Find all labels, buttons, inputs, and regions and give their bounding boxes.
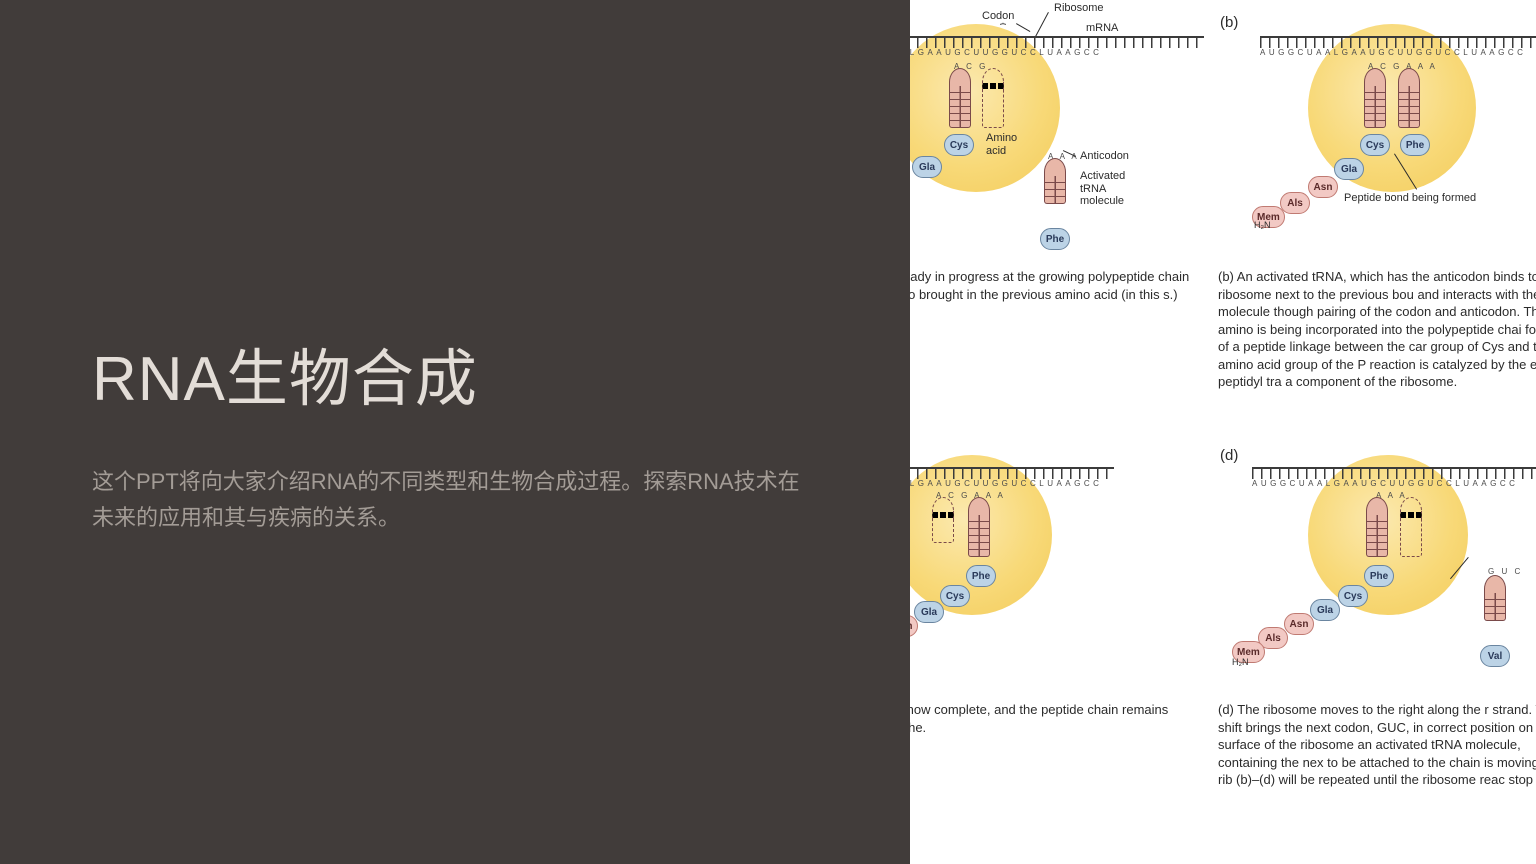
activated-trna-label: ActivatedtRNAmolecule	[1080, 170, 1125, 208]
aa-phe: Phe	[966, 565, 996, 587]
title-panel: RNA生物合成 这个PPT将向大家介绍RNA的不同类型和生物合成过程。探索RNA…	[0, 0, 910, 864]
figure-grid: Codon Ribosome mRNA ⏞ AUGGCUAALGAAUGCUUG…	[910, 0, 1536, 864]
panel-a: Codon Ribosome mRNA ⏞ AUGGCUAALGAAUGCUUG…	[910, 6, 1204, 421]
trna-incoming	[1044, 158, 1066, 204]
slide-title: RNA生物合成	[92, 328, 818, 418]
aa-phe: Phe	[1400, 134, 1430, 156]
aa-gla: Gla	[1334, 158, 1364, 180]
aa-cys: Cys	[1338, 585, 1368, 607]
figure-panel: Codon Ribosome mRNA ⏞ AUGGCUAALGAAUGCUUG…	[910, 0, 1536, 864]
aa-cys: Cys	[1360, 134, 1390, 156]
slide: RNA生物合成 这个PPT将向大家介绍RNA的不同类型和生物合成过程。探索RNA…	[0, 0, 1536, 864]
panel-b: (b) AUGGCUAALGAAUGCUUGGUCCLUAAGCC A C G …	[1216, 6, 1536, 421]
aa-gla: Gla	[1310, 599, 1340, 621]
peptide-bond-label: Peptide bond being formed	[1344, 192, 1476, 204]
codon-label: Codon	[982, 10, 1014, 22]
panel-label-b: (b)	[1220, 14, 1238, 31]
aa-cys: Cys	[944, 134, 974, 156]
aa-asn: Asn	[1284, 613, 1314, 635]
h2n-label: H₂N	[1232, 657, 1249, 667]
aa-phe: Phe	[1040, 228, 1070, 250]
panel-c: AUGGCUAALGAAUGCUUGGUCCLUAAGCC A C G A A …	[910, 439, 1204, 854]
mrna-label: mRNA	[1086, 22, 1118, 34]
trna-cys	[949, 68, 971, 128]
panel-label-d: (d)	[1220, 447, 1238, 464]
amino-acid-label: Aminoacid	[986, 132, 1017, 157]
trna-leaving	[932, 497, 954, 543]
aa-gla: Gla	[914, 601, 944, 623]
mrna-sequence: AUGGCUAALGAAUGCUUGGUCCLUAAGCC	[1260, 48, 1536, 57]
mrna-sequence: AUGGCUAALGAAUGCUUGGUCCLUAAGCC	[910, 479, 1114, 488]
aa-als: Als	[1280, 192, 1310, 214]
aa-asn: Asn	[1308, 176, 1338, 198]
anticodon-label: Anticodon	[1080, 150, 1129, 162]
aa-gla: Gla	[912, 156, 942, 178]
mrna-sequence: AUGGCUAALGAAUGCUUGGUCCLUAAGCC	[910, 48, 1204, 57]
caption-d: (d) The ribosome moves to the right alon…	[1218, 701, 1536, 789]
ribosome-label: Ribosome	[1054, 2, 1104, 14]
aa-cys: Cys	[940, 585, 970, 607]
slide-subtitle: 这个PPT将向大家介绍RNA的不同类型和生物合成过程。探索RNA技术在未来的应用…	[92, 464, 812, 537]
caption-b: (b) An activated tRNA, which has the ant…	[1218, 268, 1536, 391]
h2n-label: H₂N	[1254, 220, 1271, 230]
trna-cys	[1364, 68, 1386, 128]
caption-c: e linkage is now complete, and the pepti…	[910, 701, 1202, 736]
aa-phe: Phe	[1364, 565, 1394, 587]
aa-val: Val	[1480, 645, 1510, 667]
trna-empty-site	[1400, 497, 1422, 557]
caption-a: thesis is already in progress at the gro…	[910, 268, 1202, 303]
leader-line	[1035, 12, 1049, 37]
trna-empty-site	[982, 68, 1004, 128]
panel-d: (d) AUGGCUAALGAAUGCUUGGUCCLUAAGCC A A A …	[1216, 439, 1536, 854]
mrna-sequence: AUGGCUAALGAAUGCUUGGUCCLUAAGCC	[1252, 479, 1536, 488]
trna-phe	[1366, 497, 1388, 557]
trna-phe	[1398, 68, 1420, 128]
trna-phe	[968, 497, 990, 557]
trna-incoming-val	[1484, 575, 1506, 621]
title-text: RNA生物合成	[92, 345, 478, 414]
